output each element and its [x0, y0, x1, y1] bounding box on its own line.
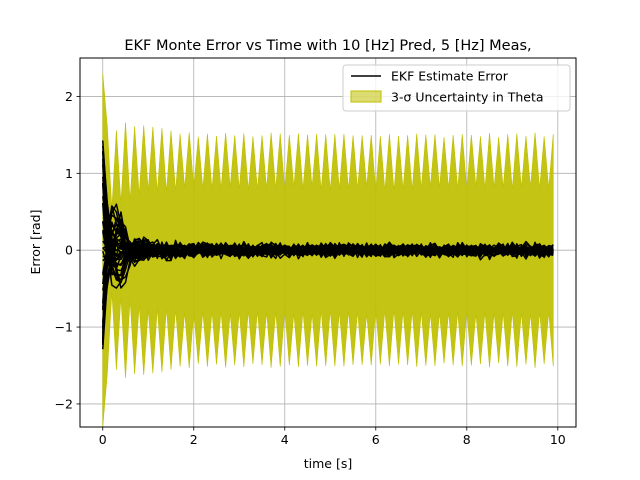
x-tick-label: 2 [190, 432, 198, 447]
legend-label-uncertainty: 3-σ Uncertainty in Theta [391, 90, 544, 105]
y-tick-label: −1 [55, 320, 73, 335]
y-tick-label: 1 [65, 166, 73, 181]
y-tick-label: 2 [65, 89, 73, 104]
legend: EKF Estimate Error 3-σ Uncertainty in Th… [342, 64, 571, 112]
x-tick-label: 8 [463, 432, 471, 447]
x-tick-label: 4 [281, 432, 289, 447]
legend-band-swatch [350, 90, 382, 103]
y-tick-label: 0 [65, 243, 73, 258]
x-tick-label: 0 [99, 432, 107, 447]
error-run-line [102, 221, 554, 304]
y-tick-label: −2 [55, 396, 73, 411]
x-axis-label: time [s] [304, 456, 352, 471]
chart-title: EKF Monte Error vs Time with 10 [Hz] Pre… [124, 38, 531, 54]
ticks: 0 2 4 6 8 10 −2 −1 0 1 2 [55, 89, 566, 447]
y-axis-label: Error [rad] [28, 210, 43, 275]
x-tick-label: 10 [550, 432, 566, 447]
axes-frame [79, 57, 577, 428]
legend-box [342, 64, 571, 112]
legend-label-error: EKF Estimate Error [391, 69, 509, 84]
x-tick-label: 6 [372, 432, 380, 447]
error-runs-layer [102, 140, 554, 350]
